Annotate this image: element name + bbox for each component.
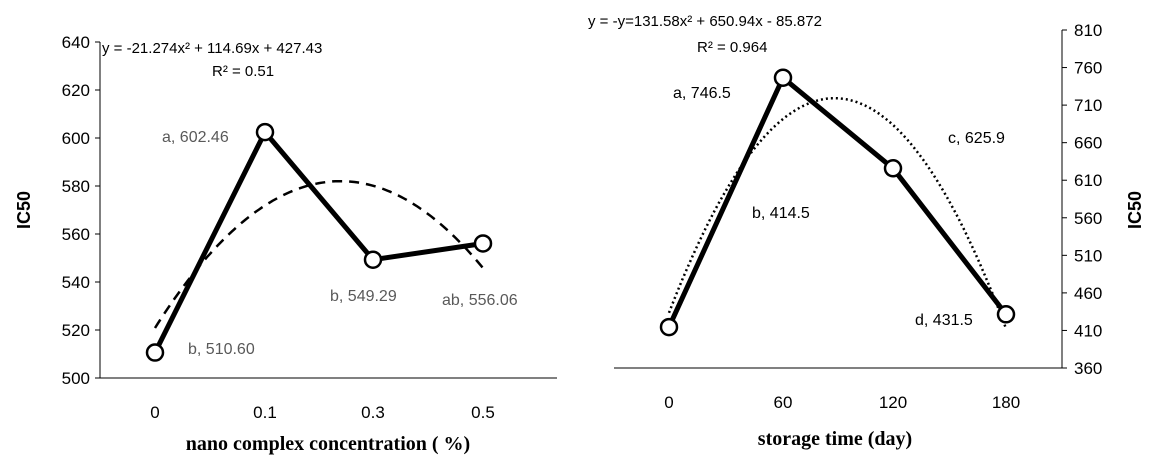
left-data-label: b, 549.29 — [330, 288, 397, 305]
left-data-label: ab, 556.06 — [442, 292, 518, 309]
left-data-labels: b, 510.60 a, 602.46 b, 549.29 ab, 556.06 — [162, 129, 518, 358]
right-data-label: d, 431.5 — [915, 312, 973, 329]
left-chart: 500 520 540 560 580 600 620 640 0 0.1 0.3 0.5 b, 5… — [14, 33, 557, 455]
left-data-label: a, 602.46 — [162, 129, 229, 146]
right-points — [659, 68, 1016, 337]
right-equation: y = -y=131.58x² + 650.94x - 85.872 — [588, 13, 822, 30]
right-y-axis-title: IC50 — [1125, 191, 1145, 229]
left-y-tick-label: 620 — [62, 81, 90, 100]
left-y-tick-label: 520 — [62, 321, 90, 340]
left-x-ticks: 0 0.1 0.3 0.5 — [150, 403, 495, 422]
right-y-tick-label: 560 — [1074, 209, 1102, 228]
left-data-point — [363, 250, 383, 269]
left-x-axis-title: nano complex concentration ( %) — [186, 433, 470, 455]
left-y-tick-label: 640 — [62, 33, 90, 52]
right-r2: R² = 0.964 — [697, 39, 767, 56]
right-data-label: b, 414.5 — [752, 205, 810, 222]
left-data-point — [255, 122, 275, 142]
right-data-point — [996, 305, 1016, 324]
right-y-tick-label: 460 — [1074, 284, 1102, 303]
right-data-labels: b, 414.5 a, 746.5 c, 625.9 d, 431.5 — [673, 85, 1005, 329]
right-data-point — [659, 317, 679, 337]
right-chart: 360 410 460 510 560 610 660 710 760 810 0 60 120 180… — [588, 13, 1145, 450]
right-y-tick-label: 810 — [1074, 21, 1102, 40]
left-x-tick-label: 0.5 — [471, 403, 495, 422]
left-points — [145, 122, 493, 362]
right-data-label: a, 746.5 — [673, 85, 731, 102]
right-y-tick-label: 360 — [1074, 359, 1102, 378]
left-y-tick-label: 580 — [62, 177, 90, 196]
left-trendline — [153, 179, 484, 329]
left-y-tick-label: 540 — [62, 273, 90, 292]
left-equation: y = -21.274x² + 114.69x + 427.43 — [102, 40, 322, 57]
left-y-tick-label: 600 — [62, 129, 90, 148]
right-x-tick-label: 180 — [992, 393, 1020, 412]
right-y-tick-label: 660 — [1074, 134, 1102, 153]
right-y-ticks: 360 410 460 510 560 610 660 710 760 810 — [1062, 21, 1102, 378]
left-x-tick-label: 0.3 — [361, 403, 385, 422]
right-x-tick-label: 120 — [879, 393, 907, 412]
right-x-axis-title: storage time (day) — [758, 428, 912, 450]
right-y-tick-label: 410 — [1074, 321, 1102, 340]
left-x-tick-label: 0.1 — [253, 403, 277, 422]
right-y-tick-label: 510 — [1074, 246, 1102, 265]
left-r2: R² = 0.51 — [212, 63, 274, 80]
right-trendline — [667, 96, 1008, 329]
right-x-ticks: 0 60 120 180 — [664, 393, 1020, 412]
right-series-line — [666, 73, 1008, 329]
right-data-label: c, 625.9 — [948, 130, 1005, 147]
left-series-line — [152, 127, 484, 354]
right-data-point — [883, 159, 903, 178]
right-y-tick-label: 610 — [1074, 171, 1102, 190]
left-data-point — [473, 234, 493, 253]
right-x-tick-label: 60 — [774, 393, 793, 412]
left-y-axis-title: IC50 — [14, 191, 34, 229]
left-data-label: b, 510.60 — [188, 341, 255, 358]
right-y-tick-label: 760 — [1074, 59, 1102, 78]
left-x-tick-label: 0 — [150, 403, 159, 422]
left-data-point — [145, 343, 165, 362]
right-x-tick-label: 0 — [664, 393, 673, 412]
left-y-ticks: 500 520 540 560 580 600 620 640 — [62, 33, 100, 388]
left-y-tick-label: 560 — [62, 225, 90, 244]
right-y-tick-label: 710 — [1074, 96, 1102, 115]
right-data-point — [773, 68, 793, 87]
left-y-tick-label: 500 — [62, 369, 90, 388]
